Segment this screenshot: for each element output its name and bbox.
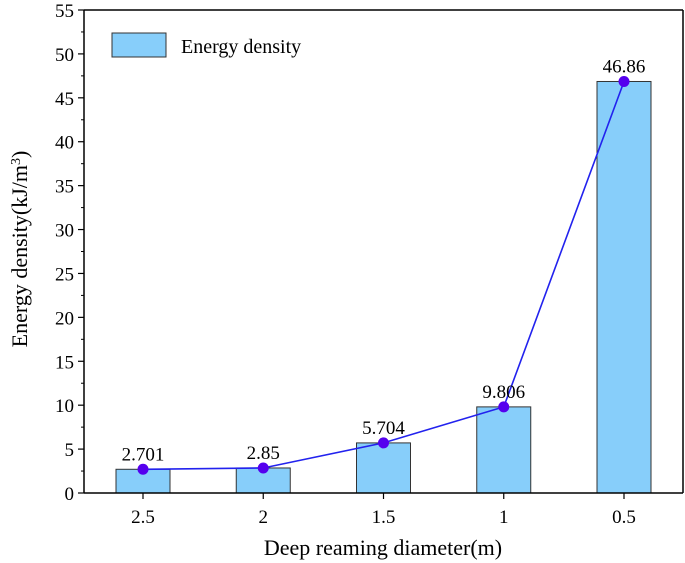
bar-3 [476,406,532,494]
x-tick-label-0: 2.5 [131,507,155,528]
data-label-1: 2.85 [247,443,280,464]
y-axis-title-main: Energy density(kJ/m [7,165,32,347]
y-tick-label-8: 40 [55,133,74,154]
data-label-0: 2.701 [122,444,165,465]
legend-swatch [111,32,167,58]
bar-2 [356,442,411,494]
bar-4 [596,80,652,494]
y-tick-label-6: 30 [55,221,74,242]
x-axis-title: Deep reaming diameter(m) [264,535,502,560]
data-point-3 [498,401,510,413]
data-label-4: 46.86 [603,56,646,77]
x-tick-label-3: 1 [499,507,509,528]
y-tick-label-2: 10 [55,396,74,417]
y-tick-label-3: 15 [55,352,74,373]
data-point-4 [618,75,630,87]
data-point-1 [257,462,269,474]
legend-label: Energy density [181,36,301,58]
x-tick-label-1: 2 [259,507,269,528]
y-tick-label-7: 35 [55,177,74,198]
x-tick-label-4: 0.5 [612,507,636,528]
y-axis-title: Energy density(kJ/m3) [7,151,32,348]
y-tick-label-5: 25 [55,264,74,285]
y-tick-label-11: 55 [55,1,74,22]
data-point-2 [378,437,389,449]
x-tick-label-2: 1.5 [372,507,396,528]
y-tick-label-1: 5 [65,440,75,461]
y-tick-label-9: 45 [55,89,74,110]
y-axis-title-sup: 3 [9,158,24,165]
y-tick-label-4: 20 [55,308,74,329]
data-point-0 [137,463,149,475]
axes: 0 5 10 15 20 25 30 35 40 45 50 55 2.5 2 1.5 1 0.5 [55,1,684,528]
legend: Energy density [111,32,301,58]
y-axis-title-end: ) [7,151,32,158]
plot-area: 2.701 2.85 5.704 9.806 46.86 [115,56,652,494]
data-label-2: 5.704 [362,418,405,439]
data-label-3: 9.806 [482,382,525,403]
series-line [142,81,625,471]
y-tick-label-10: 50 [55,45,74,66]
y-tick-label-0: 0 [65,484,75,505]
